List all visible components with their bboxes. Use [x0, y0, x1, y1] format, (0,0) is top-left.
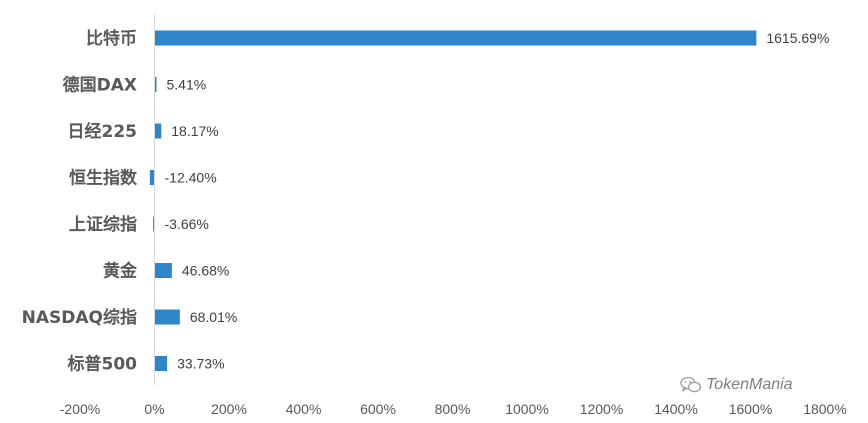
x-tick-label: 1000% [505, 401, 549, 417]
category-label: 恒生指数 [69, 168, 138, 189]
data-label: -3.66% [165, 216, 209, 232]
bar [154, 309, 180, 325]
wechat-icon [680, 376, 702, 393]
x-tick-label: 1400% [654, 401, 698, 417]
x-tick-label: 800% [435, 401, 471, 417]
x-tick-label: 600% [360, 401, 396, 417]
x-tick-label: 0% [144, 401, 164, 417]
category-label: 黄金 [103, 261, 138, 282]
bar [149, 170, 155, 185]
category-label: NASDAQ综指 [22, 307, 137, 328]
category-label: 比特币 [86, 28, 137, 49]
category-label: 德国DAX [63, 75, 137, 96]
category-label: 上证综指 [69, 214, 137, 235]
data-label: 18.17% [171, 123, 218, 139]
category-label: 日经225 [68, 121, 138, 142]
x-tick-labels-group: -200% 0% 200% 400% 600% 800% 1000% 1200% 1400% 16… [60, 401, 847, 417]
category-label: 标普500 [68, 354, 138, 375]
bars-group [149, 30, 757, 371]
watermark: TokenMania [680, 376, 793, 394]
data-label: -12.40% [165, 170, 217, 186]
x-tick-label: 1800% [803, 401, 847, 417]
x-tick-label: 200% [211, 401, 247, 417]
x-tick-label: -200% [60, 401, 100, 417]
data-label: 5.41% [167, 77, 207, 93]
x-tick-label: 1600% [729, 401, 773, 417]
data-label: 33.73% [177, 356, 224, 372]
bar [153, 216, 155, 232]
bar [154, 77, 157, 92]
watermark-text: TokenMania [706, 376, 793, 393]
data-label: 46.68% [182, 263, 229, 279]
bar [154, 263, 172, 278]
bar [154, 356, 168, 371]
data-label: 1615.69% [766, 30, 829, 46]
bar [154, 30, 757, 46]
x-tick-label: 1200% [580, 401, 624, 417]
data-labels-group: 1615.69% 5.41% 18.17% -12.40% -3.66% 46.68% 68… [165, 30, 830, 372]
data-label: 68.01% [190, 309, 237, 325]
x-tick-label: 400% [286, 401, 322, 417]
bar [154, 123, 162, 139]
